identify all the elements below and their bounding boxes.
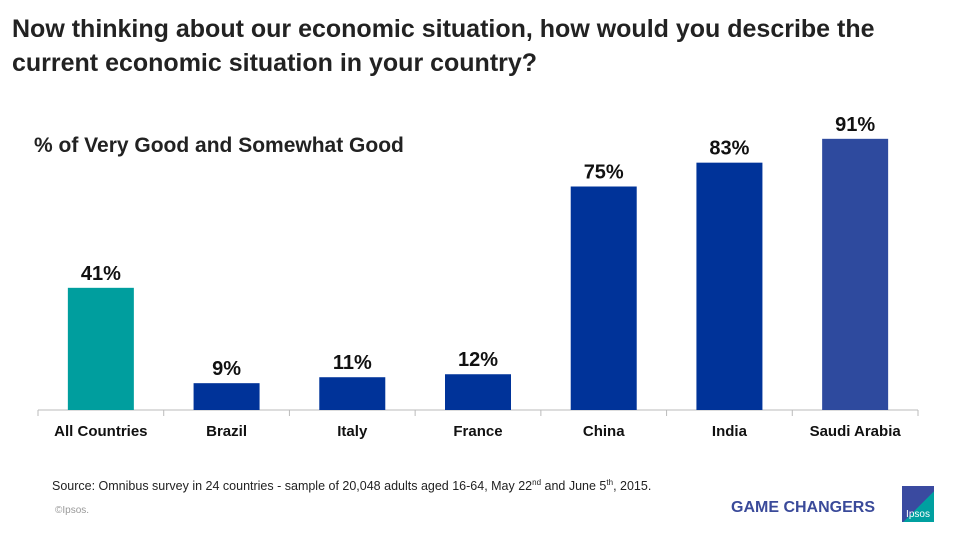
data-label: 11% [333,352,372,374]
tagline: GAME CHANGERS [731,499,876,516]
data-label: 91% [835,114,875,136]
bar-china [570,186,637,410]
data-label: 9% [212,358,241,380]
category-label: Brazil [206,423,247,440]
bar-brazil [193,383,260,410]
source-sup: th [606,478,614,487]
bar-all-countries [67,287,134,410]
bar-saudi-arabia [822,138,889,410]
category-label: Italy [337,423,368,440]
data-label: 75% [584,162,624,184]
source-note: Source: Omnibus survey in 24 countries -… [52,478,651,493]
source-text: , 2015. [613,479,652,494]
category-label: India [712,423,748,440]
data-label: 41% [81,263,121,285]
chart-title: Now thinking about our economic situatio… [12,15,875,77]
data-label: 12% [458,349,498,371]
ipsos-logo: Ipsos [902,486,934,522]
logo-text: Ipsos [906,509,930,520]
copyright: ©Ipsos. [55,505,90,516]
data-label: 83% [709,138,749,160]
source-sup: nd [532,478,542,487]
category-label: Saudi Arabia [810,423,902,440]
bar-india [696,162,763,410]
category-label: All Countries [54,423,147,440]
source-text: Source: Omnibus survey in 24 countries -… [52,479,533,494]
chart-subtitle: % of Very Good and Somewhat Good [34,134,404,157]
source-text: and June 5 [541,479,607,494]
category-label: France [453,423,502,440]
category-label: China [583,423,625,440]
bar-france [445,374,511,410]
bar-italy [319,377,386,410]
